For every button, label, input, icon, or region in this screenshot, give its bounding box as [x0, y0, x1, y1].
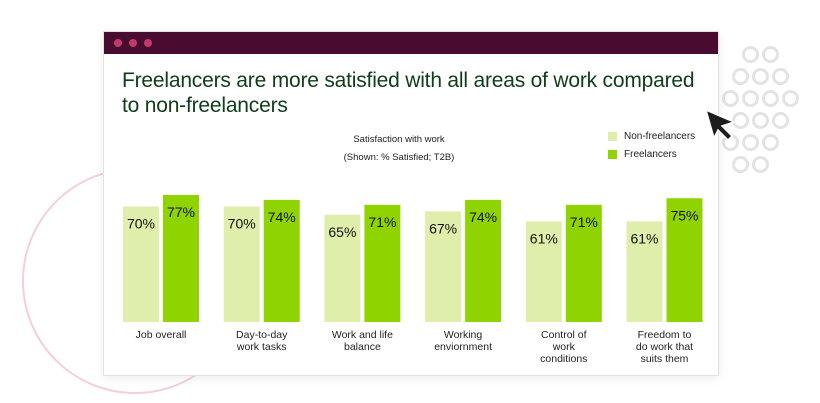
- window-dot-icon[interactable]: [129, 39, 137, 47]
- data-label: 71%: [368, 214, 396, 230]
- data-label: 70%: [228, 216, 256, 232]
- data-label: 74%: [268, 209, 296, 225]
- bar-freelancers: [263, 199, 300, 322]
- bar-non-freelancers: [324, 214, 361, 322]
- bar-freelancers: [666, 198, 703, 322]
- category-label: do work that: [636, 341, 693, 353]
- decorative-dot: [742, 134, 759, 151]
- window-titlebar: [104, 32, 718, 54]
- decorative-dot: [762, 90, 779, 107]
- decorative-dot: [732, 68, 749, 85]
- chart-title: Freelancers are more satisfied with all …: [122, 69, 695, 117]
- subtitle-line: (Shown: % Satisfied; T2B): [343, 152, 455, 163]
- window-dot-icon[interactable]: [144, 39, 152, 47]
- legend-item-freelancers: Freelancers: [608, 145, 695, 163]
- bar-non-freelancers: [425, 211, 462, 322]
- chart-legend: Non-freelancers Freelancers: [608, 127, 695, 163]
- category-label: Working: [444, 329, 482, 341]
- category-label: work tasks: [236, 341, 287, 353]
- decorative-dot: [762, 46, 779, 63]
- data-label: 74%: [469, 209, 497, 225]
- bar-non-freelancers: [626, 221, 663, 322]
- bar-non-freelancers: [123, 206, 159, 322]
- bar-freelancers: [565, 204, 602, 322]
- decorative-dot: [772, 112, 789, 129]
- category-label: conditions: [540, 353, 587, 365]
- chart-subtitle: Satisfaction with work (Shown: % Satisfi…: [309, 131, 489, 167]
- category-label: Work and life: [332, 329, 393, 341]
- category-label: work: [552, 341, 576, 353]
- category-label: balance: [344, 341, 381, 353]
- data-label: 61%: [530, 230, 558, 246]
- bar-freelancers: [465, 199, 502, 322]
- subtitle-line: Satisfaction with work: [353, 134, 445, 145]
- data-label: 61%: [630, 230, 658, 246]
- decorative-dot: [782, 90, 799, 107]
- mouse-pointer-icon: [704, 108, 737, 142]
- decorative-dot: [732, 156, 749, 173]
- category-label: Job overall: [136, 329, 187, 341]
- decorative-dot: [752, 156, 769, 173]
- category-label: suits them: [641, 353, 689, 365]
- bar-non-freelancers: [223, 206, 260, 322]
- bar-non-freelancers: [525, 221, 562, 322]
- category-label: Control of: [541, 329, 587, 341]
- decorative-dot: [742, 90, 759, 107]
- category-label: enviornment: [434, 341, 492, 353]
- data-label: 77%: [167, 204, 195, 220]
- decorative-dot: [752, 68, 769, 85]
- decorative-dot: [772, 68, 789, 85]
- chart-window: Freelancers are more satisfied with all …: [103, 31, 719, 376]
- category-label: Day-to-day: [236, 329, 288, 341]
- legend-swatch: [608, 149, 617, 159]
- data-label: 70%: [127, 216, 155, 232]
- bar-freelancers: [364, 204, 401, 322]
- data-label: 67%: [429, 220, 457, 236]
- legend-label: Non-freelancers: [624, 130, 696, 142]
- bar-freelancers: [163, 194, 199, 322]
- data-label: 71%: [570, 214, 598, 230]
- data-label: 75%: [670, 207, 698, 223]
- category-label: Freedom to: [638, 329, 692, 341]
- data-label: 65%: [328, 224, 356, 240]
- decorative-dot: [722, 90, 739, 107]
- legend-swatch: [608, 131, 617, 141]
- decorative-dot: [732, 112, 749, 129]
- window-dot-icon[interactable]: [114, 39, 122, 47]
- decorative-dot: [762, 134, 779, 151]
- legend-label: Freelancers: [624, 148, 677, 160]
- legend-item-non-freelancers: Non-freelancers: [608, 127, 695, 145]
- decorative-dot: [752, 112, 769, 129]
- decorative-dot: [742, 46, 759, 63]
